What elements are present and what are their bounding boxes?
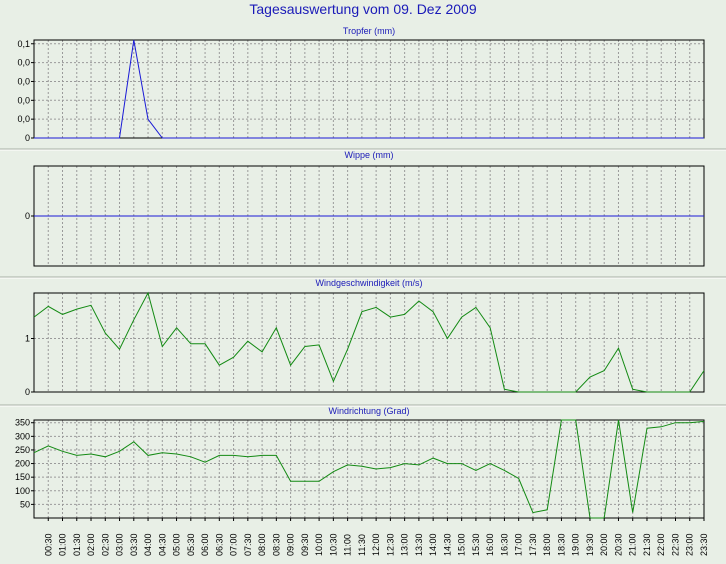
x-tick-label: 18:30 [556,533,566,556]
plot-frame [33,292,705,393]
series-line-0-0 [34,39,704,139]
series-line-3-0 [33,419,705,519]
chart-panel-1: Wippe (mm) 0 [25,150,705,267]
x-tick-label: 01:30 [72,533,82,556]
x-tick-label: 20:00 [599,533,609,556]
x-tick-label: 02:00 [86,533,96,556]
x-tick-label: 04:30 [157,533,167,556]
x-tick-label: 14:30 [442,533,452,556]
x-tick-label: 03:00 [115,533,125,556]
x-tick-label: 05:30 [186,533,196,556]
x-tick-label: 09:00 [286,533,296,556]
x-tick-label: 14:00 [428,533,438,556]
x-tick-label: 18:00 [542,533,552,556]
x-tick-label: 16:30 [499,533,509,556]
x-tick-label: 08:00 [257,533,267,556]
x-tick-label: 15:00 [457,533,467,556]
x-tick-label: 21:00 [628,533,638,556]
x-tick-label: 11:00 [343,534,353,556]
x-tick-label: 22:30 [671,533,681,556]
x-tick-label: 06:00 [200,533,210,556]
x-tick-label: 16:00 [485,533,495,556]
y-tick-label: 350 [15,418,30,428]
x-tick-label: 15:30 [471,533,481,556]
chart-title-1: Wippe (mm) [345,150,394,160]
x-tick-label: 10:30 [328,533,338,556]
x-tick-label: 13:30 [414,533,424,556]
y-tick-label: 0,0 [17,76,30,86]
x-tick-label: 12:30 [385,533,395,556]
x-tick-label: 21:30 [642,533,652,556]
y-tick-label: 0 [25,211,30,221]
chart-panel-2: Windgeschwindigkeit (m/s) 0 1 [25,278,705,397]
plot-frame [33,419,705,519]
y-tick-label: 0,1 [17,39,30,49]
x-tick-label: 08:30 [271,533,281,556]
chart-title-2: Windgeschwindigkeit (m/s) [315,278,422,288]
y-tick-label: 0 [25,387,30,397]
x-tick-label: 02:30 [100,533,110,556]
x-tick-label: 05:00 [172,533,182,556]
plot-frame [33,39,705,139]
y-tick-label: 200 [15,459,30,469]
y-tick-label: 50 [20,499,30,509]
x-tick-label: 07:00 [229,533,239,556]
y-tick-label: 150 [15,472,30,482]
x-tick-label: 19:30 [585,533,595,556]
x-tick-label: 06:30 [214,533,224,556]
y-tick-label: 300 [15,431,30,441]
x-tick-label: 03:30 [129,533,139,556]
chart-title-3: Windrichtung (Grad) [328,406,409,416]
x-tick-label: 17:00 [514,533,524,556]
y-tick-label: 100 [15,486,30,496]
x-tick-label: 11:30 [357,534,367,556]
y-tick-label: 0 [25,133,30,143]
x-tick-label: 10:00 [314,533,324,556]
y-tick-label: 0,0 [17,95,30,105]
x-tick-label: 23:00 [685,533,695,556]
y-tick-label: 0,0 [17,58,30,68]
x-tick-label: 07:30 [243,533,253,556]
chart-panel-0: Tropfer (mm) 0 0,0 0,0 0,0 0,0 0,1 [17,26,705,143]
x-tick-label: 22:00 [656,533,666,556]
x-tick-label: 00:30 [43,533,53,556]
y-tick-label: 250 [15,445,30,455]
y-tick-label: 1 [25,333,30,343]
x-tick-label: 19:00 [571,533,581,556]
x-tick-label: 01:00 [58,533,68,556]
page-title: Tagesauswertung vom 09. Dez 2009 [249,1,477,17]
x-tick-label: 13:00 [400,533,410,556]
chart-panel-3: Windrichtung (Grad) 50 100 150 200 250 300 350 0… [15,406,709,556]
series-line-2-0 [33,291,705,393]
x-tick-label: 09:30 [300,533,310,556]
x-tick-label: 12:00 [371,533,381,556]
x-tick-label: 04:00 [143,533,153,556]
x-tick-label: 20:30 [614,533,624,556]
chart-title-0: Tropfer (mm) [343,26,395,36]
x-tick-label: 17:30 [528,533,538,556]
y-tick-label: 0,0 [17,114,30,124]
x-tick-label: 23:30 [699,533,709,556]
